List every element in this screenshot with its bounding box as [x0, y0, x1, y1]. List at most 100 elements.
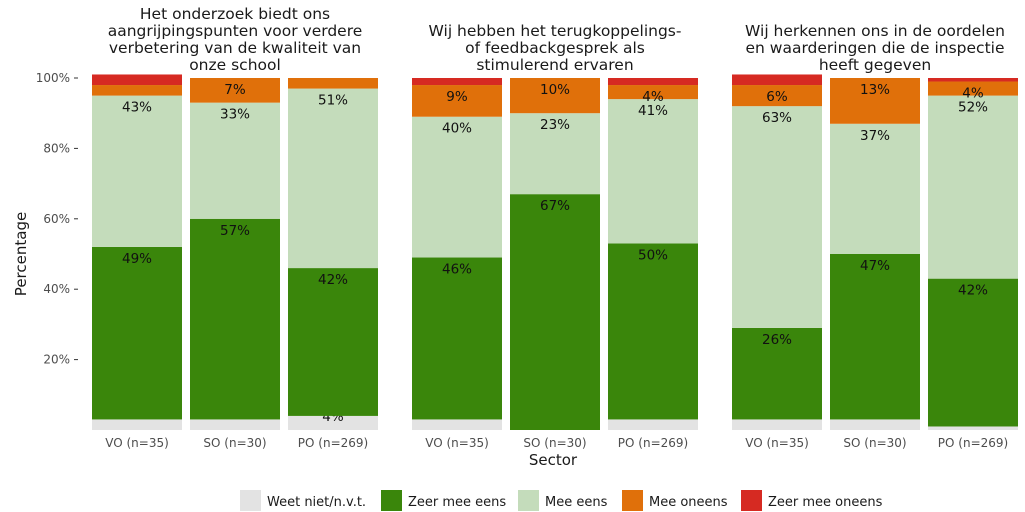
panel-title-line: heeft gegeven [819, 56, 931, 74]
y-tick-label: 40% [43, 282, 70, 296]
panel-1: Het onderzoek biedt onsaangrijpingspunte… [92, 5, 378, 450]
y-tick-label: 60% [43, 212, 70, 226]
bar-segment [92, 85, 182, 96]
legend-item: Zeer mee oneens [741, 490, 883, 511]
bar-segment [928, 78, 1018, 82]
data-label: 26% [762, 332, 792, 348]
bar-segment [732, 327, 822, 420]
bar-segment [190, 218, 280, 420]
bar-segment [412, 85, 502, 117]
legend-label: Mee oneens [649, 495, 728, 510]
bar-segment [288, 88, 378, 269]
data-label: 51% [318, 93, 348, 109]
bar-stack: 26% 63% 6% VO (n=35) [732, 74, 822, 450]
data-label: 7% [224, 82, 246, 98]
y-axis-title: Percentage [12, 212, 30, 296]
data-label: 57% [220, 223, 250, 239]
data-label: 10% [540, 82, 570, 98]
panel-title-line: Wij hebben het terugkoppelings- [429, 22, 682, 40]
bar-segment [928, 278, 1018, 427]
bar-stack: 67% 23% 10% SO (n=30) [510, 78, 600, 450]
bar-segment [288, 415, 378, 430]
bar-segment [92, 74, 182, 86]
data-label: 67% [540, 198, 570, 214]
panel-2: Wij hebben het terugkoppelings-of feedba… [412, 22, 698, 450]
data-label: 9% [446, 89, 468, 105]
data-label: 4% [962, 86, 984, 102]
panel-title-line: of feedbackgesprek als [465, 39, 645, 57]
panel-title-line: en waarderingen die de inspectie [746, 39, 1005, 57]
data-label: 4% [642, 89, 664, 105]
data-label: 33% [220, 107, 250, 123]
legend-item: Weet niet/n.v.t. [240, 490, 366, 511]
panel-title-line: stimulerend ervaren [476, 56, 633, 74]
data-label: 63% [762, 110, 792, 126]
bar-stack: 4%42%51%PO (n=269) [288, 78, 378, 450]
bar-segment [92, 95, 182, 247]
data-label: 42% [958, 283, 988, 299]
data-label: 52% [958, 100, 988, 116]
legend-item: Mee eens [518, 490, 608, 511]
x-tick-label: VO (n=35) [105, 436, 169, 450]
bar-segment [732, 106, 822, 328]
data-label: 49% [122, 251, 152, 267]
y-axis: 20% 40% 60% 80% 100% [36, 71, 78, 367]
legend-label: Zeer mee oneens [768, 495, 883, 510]
bar-stack: 49% 43% VO (n=35) [92, 74, 182, 450]
bar-segment [288, 78, 378, 89]
bar-segment [412, 419, 502, 430]
bar-segment [830, 254, 920, 420]
bar-segment [928, 426, 1018, 430]
x-tick-label: VO (n=35) [425, 436, 489, 450]
bar-segment [288, 268, 378, 416]
data-label: 41% [638, 103, 668, 119]
x-axis-title: Sector [529, 451, 578, 469]
bar-stack: 50% 41%4% PO (n=269) [608, 78, 698, 450]
data-label: 23% [540, 117, 570, 133]
bar-segment [510, 78, 600, 114]
data-label: 37% [860, 128, 890, 144]
bar-segment [190, 78, 280, 103]
bar-segment [510, 194, 600, 430]
bar-stack: 42% 52%4% PO (n=269) [928, 78, 1018, 450]
legend-swatch [240, 490, 261, 511]
x-tick-label: VO (n=35) [745, 436, 809, 450]
legend-swatch [381, 490, 402, 511]
bar-segment [608, 85, 698, 100]
bar-segment [412, 78, 502, 86]
bar-segment [732, 74, 822, 86]
bar-segment [830, 123, 920, 254]
legend-swatch [622, 490, 643, 511]
legend-label: Zeer mee eens [408, 495, 506, 510]
bar-segment [92, 246, 182, 420]
bar-segment [830, 78, 920, 124]
bar-segment [928, 95, 1018, 279]
legend-label: Mee eens [545, 495, 608, 510]
legend-swatch [741, 490, 762, 511]
data-label: 13% [860, 82, 890, 98]
data-label: 6% [766, 89, 788, 105]
bar-segment [412, 257, 502, 420]
x-tick-label: PO (n=269) [298, 436, 368, 450]
data-label: 40% [442, 121, 472, 137]
bar-segment [732, 85, 822, 107]
bar-segment [190, 102, 280, 219]
panel-title-line: verbetering van de kwaliteit van [109, 39, 361, 57]
bar-stack: 46% 40% 9% VO (n=35) [412, 78, 502, 450]
data-label: 47% [860, 258, 890, 274]
x-tick-label: PO (n=269) [618, 436, 688, 450]
bar-segment [510, 113, 600, 195]
data-label: 42% [318, 272, 348, 288]
bar-segment [732, 419, 822, 430]
panel-title-line: onze school [189, 56, 281, 74]
legend-label: Weet niet/n.v.t. [267, 495, 366, 510]
bar-stack: 57% 33% 7% SO (n=30) [190, 78, 280, 450]
bar-stack: 47% 37% 13% SO (n=30) [830, 78, 920, 450]
legend-item: Mee oneens [622, 490, 728, 511]
x-tick-label: PO (n=269) [938, 436, 1008, 450]
bar-segment [92, 419, 182, 430]
chart-panels: Het onderzoek biedt onsaangrijpingspunte… [92, 5, 1018, 450]
bar-segment [608, 243, 698, 420]
